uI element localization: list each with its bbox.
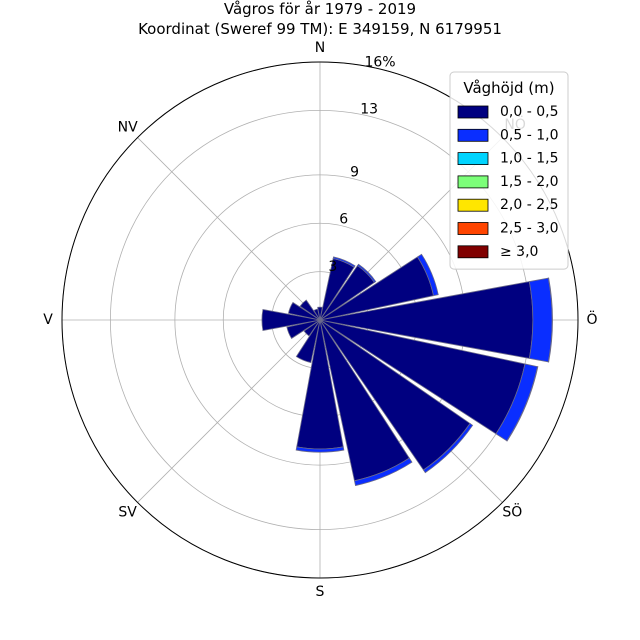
bar-segment [354,457,413,487]
legend-swatch [457,105,489,119]
legend-label: 2,0 - 2,5 [500,197,558,213]
direction-label: SV [118,504,137,520]
legend-label: 0,5 - 1,0 [500,127,558,143]
legend-label: 1,0 - 1,5 [500,151,558,167]
bar-segment [356,263,377,284]
bar-segment [287,301,321,321]
legend-swatch [457,128,489,142]
legend-box [449,71,569,270]
bar-segment [295,319,321,364]
legend-swatch [457,152,489,166]
legend-swatch [457,245,489,259]
bar-segment [528,277,553,363]
bar-segment [299,299,321,321]
radial-tick-labels: 3 6 9 13 16% [328,55,395,275]
direction-label: S [316,584,325,600]
bar-segment [313,308,321,321]
radial-tick-label: 9 [350,165,359,181]
sector-bars [261,253,553,487]
bar-segment [261,309,321,331]
legend: Våghöjd (m) 0,0 - 0,5 0,5 - 1,0 1,0 - 1,5 1… [449,71,569,270]
bar-segment [506,366,539,442]
bar-segment [295,446,345,453]
radial-tick-label: 16% [364,55,395,71]
grid-spoke [137,319,321,503]
direction-label: SÖ [502,502,522,520]
legend-label: 1,5 - 2,0 [500,174,558,190]
radial-tick-label: 13 [360,102,378,118]
bar-segment [422,422,474,474]
chart-subtitle: Koordinat (Sweref 99 TM): E 349159, N 61… [138,20,502,38]
direction-label: V [43,312,53,328]
outer-ring [61,61,579,579]
bar-segment [303,319,321,337]
legend-label: 2,5 - 3,0 [500,221,558,237]
radial-tick-label: 6 [339,212,348,228]
bar-segment [332,256,356,268]
legend-title: Våghöjd (m) [463,79,554,97]
bar-segment [416,253,439,297]
bar-segment [547,277,553,363]
direction-label: N [315,40,325,56]
legend-swatch [457,198,489,212]
legend-swatch [457,175,489,189]
grid-spoke [137,137,321,321]
legend-label: 0,0 - 0,5 [500,104,558,120]
direction-label: Ö [586,310,597,328]
chart-title: Vågros för år 1979 - 2019 [224,0,416,18]
legend-swatch [457,222,489,235]
radial-tick-label: 3 [328,259,337,275]
legend-label: ≥ 3,0 [500,244,538,260]
direction-label: NV [118,120,138,136]
bar-segment [286,319,321,339]
